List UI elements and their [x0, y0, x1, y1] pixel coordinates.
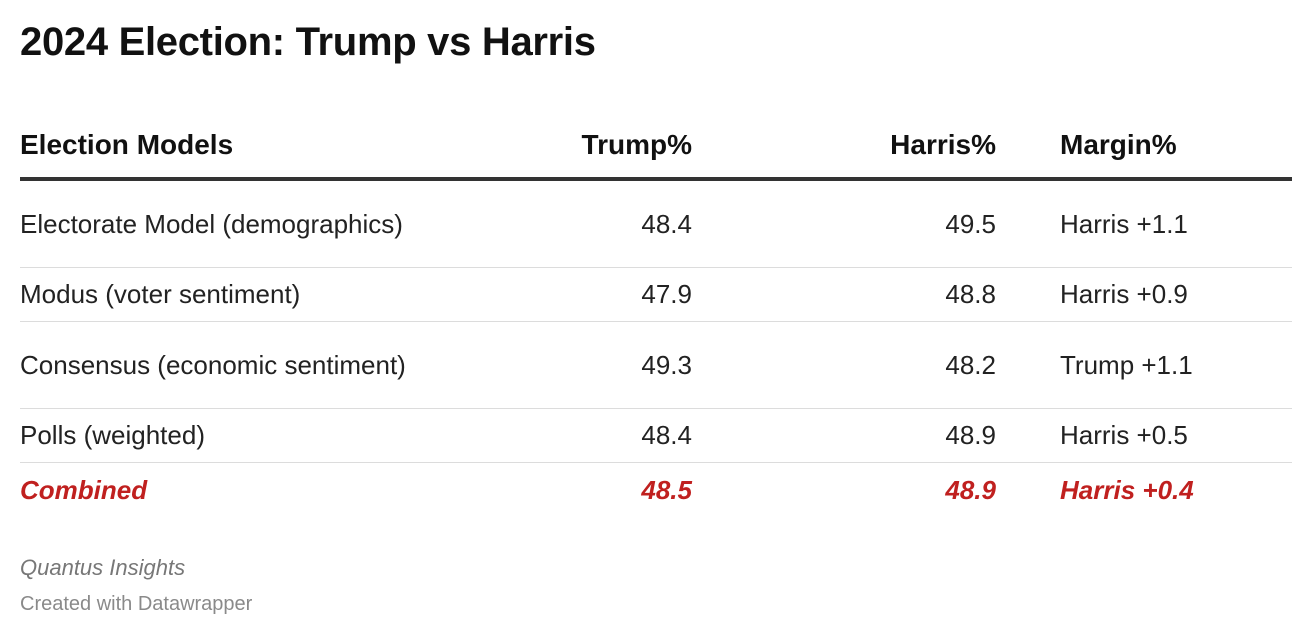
column-header-harris: Harris% — [692, 113, 996, 181]
column-header-margin: Margin% — [996, 113, 1292, 181]
margin-value: Trump +1.1 — [996, 321, 1292, 409]
margin-value: Harris +0.5 — [996, 408, 1292, 463]
trump-value: 48.4 — [500, 179, 692, 268]
source-note: Quantus Insights — [20, 555, 186, 580]
column-header-trump: Trump% — [500, 113, 692, 181]
combined-trump-value: 48.5 — [641, 474, 692, 505]
model-name: Polls (weighted) — [20, 408, 500, 463]
margin-value: Harris +1.1 — [996, 179, 1292, 268]
combined-model-name: Combined — [20, 474, 148, 505]
harris-value: 48.2 — [692, 321, 996, 409]
model-name: Consensus (economic sentiment) — [20, 321, 500, 409]
trump-value: 48.4 — [500, 408, 692, 463]
table-row: Electorate Model (demographics) 48.4 49.… — [20, 179, 1292, 268]
table-row: Modus (voter sentiment) 47.9 48.8 Harris… — [20, 267, 1292, 322]
combined-margin-value: Harris +0.4 — [1060, 474, 1194, 505]
harris-value: 49.5 — [692, 179, 996, 268]
results-table: Election Models Trump% Harris% Margin% E… — [20, 113, 1292, 517]
margin-value: Harris +0.9 — [996, 267, 1292, 322]
model-name: Modus (voter sentiment) — [20, 267, 500, 322]
header-row: Election Models Trump% Harris% Margin% — [20, 113, 1292, 181]
trump-value: 49.3 — [500, 321, 692, 409]
trump-value: 47.9 — [500, 267, 692, 322]
credit-link[interactable]: Created with Datawrapper — [20, 593, 253, 615]
table-row: Polls (weighted) 48.4 48.9 Harris +0.5 — [20, 408, 1292, 463]
chart-title: 2024 Election: Trump vs Harris — [20, 20, 596, 64]
harris-value: 48.9 — [692, 408, 996, 463]
combined-row: Combined 48.5 48.9 Harris +0.4 — [20, 463, 1292, 518]
column-header-model: Election Models — [20, 113, 500, 181]
combined-harris-value: 48.9 — [945, 474, 996, 505]
model-name: Electorate Model (demographics) — [20, 179, 500, 268]
harris-value: 48.8 — [692, 267, 996, 322]
table-row: Consensus (economic sentiment) 49.3 48.2… — [20, 321, 1292, 409]
